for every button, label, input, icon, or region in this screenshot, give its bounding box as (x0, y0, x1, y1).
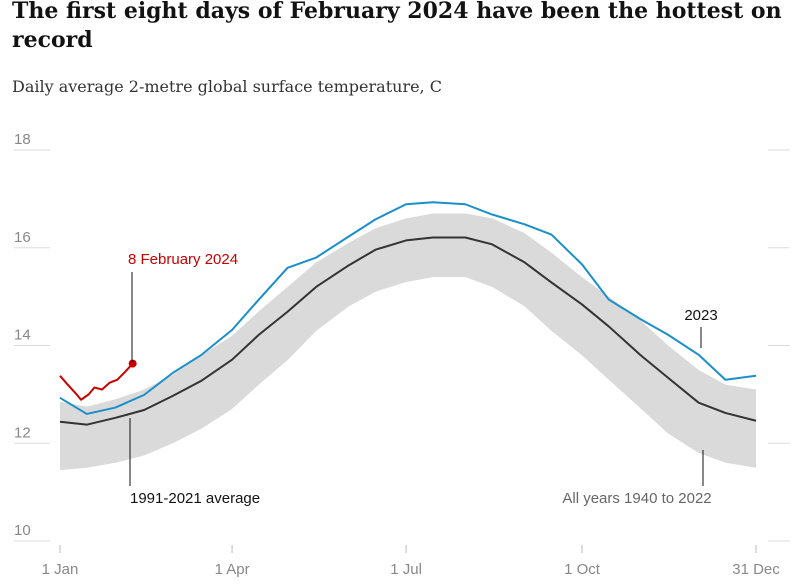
y-tick-label: 12 (14, 424, 31, 441)
data-line (59, 201, 757, 415)
x-tick-label: 31 Dec (732, 561, 780, 578)
y-tick-label: 10 (14, 522, 31, 539)
data-line (59, 236, 757, 426)
legend-label: 8 February 2024 (128, 251, 238, 268)
legend-label: 2023 (684, 307, 717, 324)
x-tick-label: 1 Apr (215, 561, 250, 578)
range-band (60, 213, 756, 471)
y-tick-label: 16 (14, 229, 31, 246)
chart-title: The first eight days of February 2024 ha… (12, 0, 782, 53)
y-tick-label: 14 (14, 327, 31, 344)
x-tick-label: 1 Jul (390, 561, 422, 578)
y-tick-label: 18 (14, 131, 31, 148)
data-line (59, 362, 134, 401)
x-tick-label: 1 Oct (564, 561, 601, 578)
chart-subtitle: Daily average 2-metre global surface tem… (12, 77, 442, 96)
legend-label: 1991-2021 average (130, 490, 260, 507)
x-tick-label: 1 Jan (42, 561, 79, 578)
end-dot (128, 359, 137, 368)
legend-label: All years 1940 to 2022 (562, 490, 711, 507)
